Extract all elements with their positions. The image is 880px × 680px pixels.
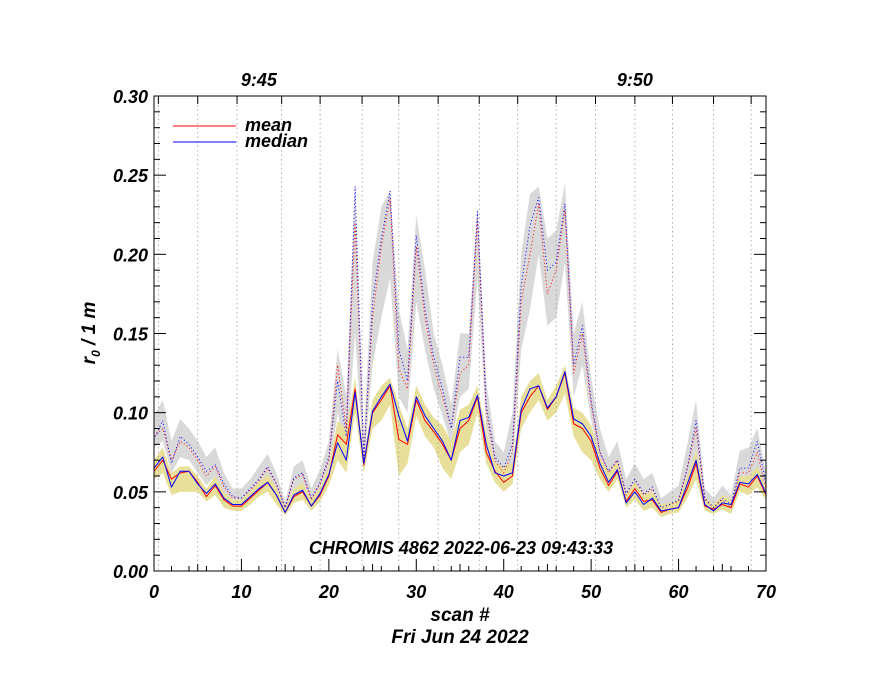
svg-text:r0 / 1 m: r0 / 1 m — [79, 302, 103, 365]
legend-median-label: median — [245, 131, 308, 151]
top-time-label: 9:50 — [617, 70, 653, 90]
range-bands — [154, 183, 766, 518]
y-tick-label: 0.30 — [113, 87, 148, 107]
top-time-label: 9:45 — [241, 70, 278, 90]
band-dotted-range — [154, 183, 766, 511]
x-tick-label: 30 — [406, 582, 426, 602]
series-line-median-dotted — [153, 185, 767, 509]
y-tick-label: 0.25 — [113, 166, 149, 186]
x-axis-label: scan # — [430, 605, 490, 626]
y-tick-label: 0.15 — [113, 325, 149, 345]
y-axis-label: r0 / 1 m — [79, 302, 103, 365]
legend-mean-label: mean — [245, 115, 292, 135]
x-tick-label: 50 — [581, 582, 601, 602]
y-tick-label: 0.20 — [113, 245, 148, 265]
axis-tick-labels: 0 10 20 30 40 50 60 70 0.00 0.05 0.10 0.15 0.20 0.25 0… — [113, 87, 776, 602]
x-tick-label: 60 — [669, 582, 689, 602]
x-tick-label: 0 — [149, 582, 159, 602]
y-axis-label-main: r — [79, 355, 100, 364]
y-tick-label: 0.05 — [113, 483, 149, 503]
y-tick-label: 0.10 — [113, 404, 148, 424]
y-axis-label-subscript: 0 — [89, 350, 103, 357]
x-axis-date-label: Fri Jun 24 2022 — [391, 627, 529, 648]
top-time-labels: 9:45 9:50 — [241, 70, 653, 90]
chart-title: CHROMIS 4862 2022-06-23 09:43:33 — [309, 538, 613, 558]
y-axis-label-suffix: / 1 m — [79, 302, 100, 351]
x-tick-label: 10 — [231, 582, 251, 602]
x-tick-label: 40 — [493, 582, 514, 602]
series-line-median — [153, 371, 767, 513]
y-tick-label: 0.00 — [113, 562, 148, 582]
series-lines — [153, 185, 767, 513]
x-tick-label: 70 — [756, 582, 776, 602]
series-line-mean — [153, 372, 767, 513]
legend: mean median — [173, 115, 308, 151]
axis-ticks — [153, 95, 767, 572]
x-tick-label: 20 — [318, 582, 339, 602]
